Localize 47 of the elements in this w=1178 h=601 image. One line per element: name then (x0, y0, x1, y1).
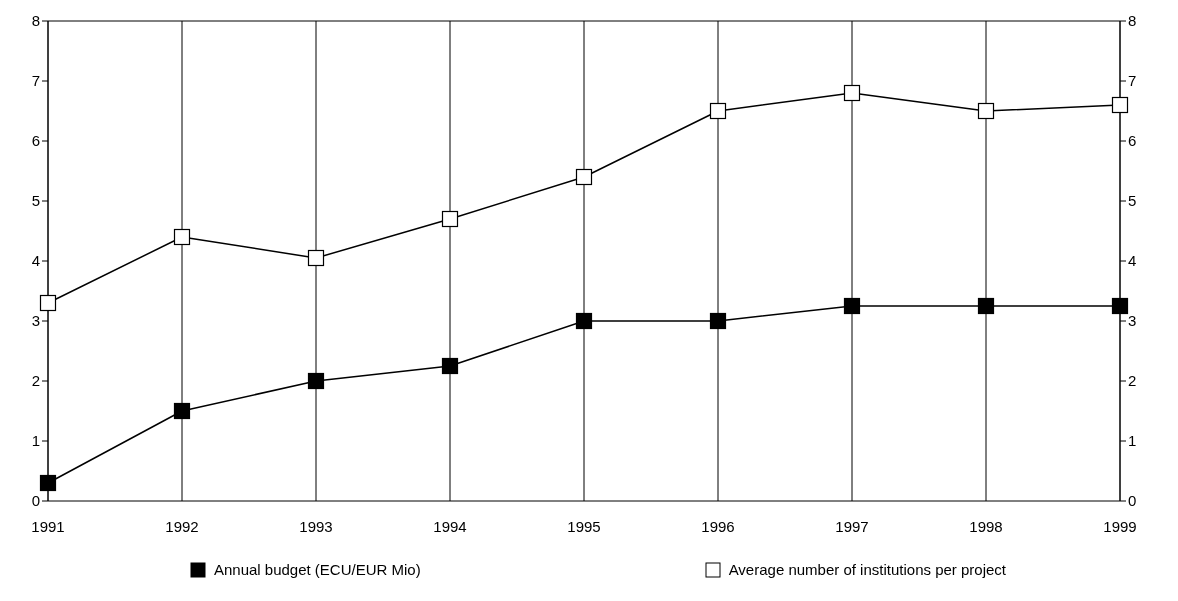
point (173, 402, 191, 420)
x-tick-label: 1991 (31, 517, 65, 535)
point (307, 249, 325, 267)
point (575, 168, 593, 186)
point (173, 228, 191, 246)
y-tick-label: 3 (31, 312, 40, 330)
y2-tick-label: 0 (1128, 492, 1137, 510)
y2-tick-label: 1 (1128, 432, 1137, 450)
point (39, 474, 57, 492)
y-tick-label: 2 (31, 372, 40, 390)
point (1111, 297, 1129, 315)
x-tick-label: 1993 (299, 517, 333, 535)
point (307, 372, 325, 390)
y2-tick-label: 6 (1128, 132, 1137, 150)
x-tick-label: 1997 (835, 517, 869, 535)
y2-tick-label: 2 (1128, 372, 1137, 390)
x-tick-label: 1994 (433, 517, 467, 535)
y-tick-label: 0 (31, 492, 40, 510)
point (977, 102, 995, 120)
point (977, 297, 995, 315)
y2-tick-label: 5 (1128, 192, 1137, 210)
point (39, 294, 57, 312)
x-tick-label: 1995 (567, 517, 601, 535)
x-tick-label: 1992 (165, 517, 199, 535)
y2-tick-label: 4 (1128, 252, 1137, 270)
point (1111, 96, 1129, 114)
y-tick-label: 1 (31, 432, 40, 450)
y-tick-label: 7 (31, 72, 40, 90)
point (843, 84, 861, 102)
point (575, 312, 593, 330)
point (709, 312, 727, 330)
y2-tick-label: 3 (1128, 312, 1137, 330)
y-tick-label: 6 (31, 132, 40, 150)
legend-label: Average number of institutions per project (728, 561, 1007, 578)
y2-tick-label: 8 (1128, 12, 1137, 30)
point (441, 357, 459, 375)
y-tick-label: 4 (31, 252, 40, 270)
point (441, 210, 459, 228)
y-tick-label: 8 (31, 12, 40, 30)
point (843, 297, 861, 315)
point (709, 102, 727, 120)
x-tick-label: 1996 (701, 517, 735, 535)
y2-tick-label: 7 (1128, 72, 1137, 90)
legend-label: Annual budget (ECU/EUR Mio) (213, 561, 421, 578)
x-tick-label: 1998 (969, 517, 1003, 535)
x-tick-label: 1999 (1103, 517, 1137, 535)
y-tick-label: 5 (31, 192, 40, 210)
